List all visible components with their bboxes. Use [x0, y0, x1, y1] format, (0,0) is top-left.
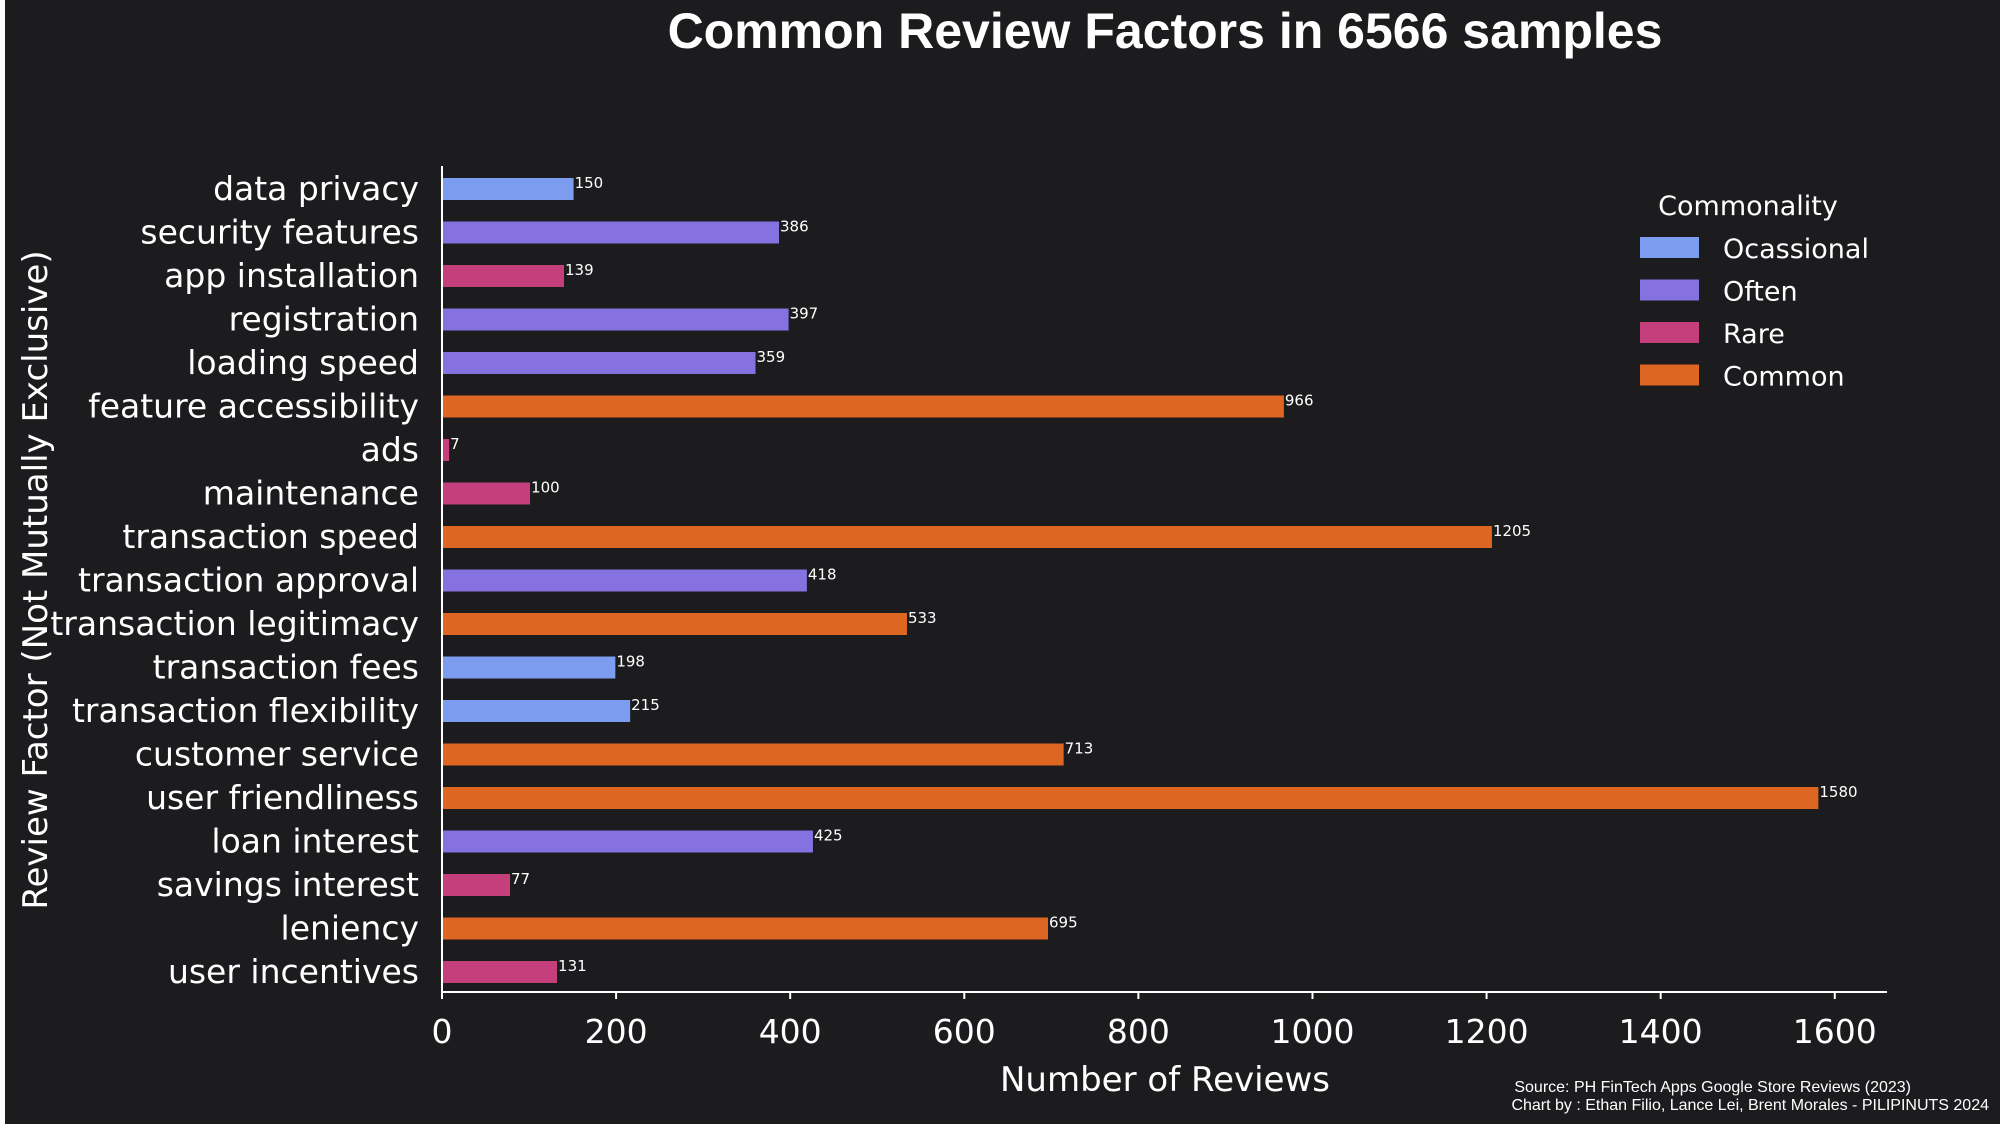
bar-transaction-approval: [443, 569, 807, 592]
value-label-customer-service: 713: [1065, 740, 1094, 758]
y-axis-title: Review Factor (Not Mutually Exclusive): [16, 250, 56, 909]
value-label-savings-interest: 77: [511, 870, 530, 888]
bar-user-friendliness: [443, 787, 1819, 809]
legend-swatch-common: [1640, 364, 1699, 386]
x-axis-title: Number of Reviews: [1000, 1060, 1330, 1100]
bar-savings-interest: [443, 874, 511, 896]
value-label-loan-interest: 425: [814, 827, 843, 845]
bar-transaction-speed: [443, 526, 1492, 548]
bar-chart: Common Review Factors in 6566 samples 15…: [16, 3, 1989, 1114]
category-label-savings-interest: savings interest: [157, 865, 419, 904]
x-tick-label-1400: 1400: [1619, 1012, 1703, 1051]
legend-title: Commonality: [1658, 191, 1838, 222]
category-label-registration: registration: [229, 300, 419, 339]
category-label-maintenance: maintenance: [203, 474, 419, 513]
x-axis-ticks: 0 200 400 600 800 1000 1200 1400 1600: [432, 992, 1877, 1051]
bar-security-features: [443, 221, 780, 244]
legend: Commonality Ocassional Often Rare Common: [1640, 191, 1869, 393]
source-text: Source: PH FinTech Apps Google Store Rev…: [1514, 1079, 1911, 1096]
bar-data-privacy: [443, 178, 574, 200]
value-label-ads: 7: [450, 435, 460, 453]
category-label-transaction-approval: transaction approval: [78, 561, 419, 600]
category-label-data-privacy: data privacy: [213, 169, 419, 208]
category-label-leniency: leniency: [281, 909, 419, 948]
bar-leniency: [443, 917, 1048, 940]
value-label-transaction-speed: 1205: [1493, 522, 1531, 540]
value-label-leniency: 695: [1049, 914, 1078, 932]
category-label-user-friendliness: user friendliness: [146, 778, 419, 817]
legend-swatch-often: [1640, 279, 1699, 301]
value-label-loading-speed: 359: [757, 348, 786, 366]
x-tick-label-1000: 1000: [1270, 1012, 1354, 1051]
bar-app-installation: [443, 265, 564, 287]
x-tick-label-200: 200: [585, 1012, 648, 1051]
value-label-registration: 397: [790, 305, 819, 323]
legend-swatch-rare: [1640, 322, 1699, 343]
bar-loading-speed: [443, 352, 756, 374]
bar-transaction-legitimacy: [443, 613, 907, 635]
x-tick-label-800: 800: [1107, 1012, 1170, 1051]
x-tick-label-600: 600: [933, 1012, 996, 1051]
value-label-maintenance: 100: [531, 479, 560, 497]
value-label-security-features: 386: [780, 218, 809, 236]
bar-transaction-fees: [443, 656, 616, 679]
category-label-transaction-speed: transaction speed: [122, 517, 419, 556]
category-label-security-features: security features: [140, 213, 419, 252]
value-label-transaction-flexibility: 215: [631, 696, 660, 714]
category-label-loading-speed: loading speed: [187, 343, 419, 382]
legend-label-ocassional: Ocassional: [1723, 234, 1869, 265]
x-tick-label-1200: 1200: [1445, 1012, 1529, 1051]
value-label-user-friendliness: 1580: [1819, 783, 1857, 801]
bar-registration: [443, 308, 789, 331]
legend-label-common: Common: [1723, 362, 1845, 393]
bar-user-incentives: [443, 961, 558, 983]
bar-customer-service: [443, 743, 1064, 766]
value-label-transaction-approval: 418: [808, 566, 837, 584]
category-labels: data privacy security features app install…: [50, 169, 419, 991]
value-label-transaction-fees: 198: [616, 653, 645, 671]
value-label-app-installation: 139: [565, 261, 594, 279]
bar-ads: [443, 439, 450, 461]
category-label-loan-interest: loan interest: [211, 822, 419, 861]
category-label-ads: ads: [361, 430, 419, 469]
category-label-transaction-legitimacy: transaction legitimacy: [50, 604, 419, 643]
x-tick-label-1600: 1600: [1793, 1012, 1877, 1051]
value-label-feature-accessibility: 966: [1285, 392, 1314, 410]
chart-title: Common Review Factors in 6566 samples: [668, 3, 1663, 59]
credit-text: Chart by : Ethan Filio, Lance Lei, Brent…: [1511, 1097, 1989, 1114]
bar-feature-accessibility: [443, 395, 1284, 418]
bar-maintenance: [443, 482, 531, 505]
legend-swatch-ocassional: [1640, 237, 1699, 258]
legend-label-rare: Rare: [1723, 319, 1785, 350]
value-label-user-incentives: 131: [558, 957, 587, 975]
chart-panel: Common Review Factors in 6566 samples 15…: [5, 0, 2000, 1124]
x-tick-label-0: 0: [432, 1012, 453, 1051]
category-label-app-installation: app installation: [164, 256, 419, 295]
value-label-data-privacy: 150: [575, 174, 604, 192]
bar-loan-interest: [443, 830, 813, 853]
legend-label-often: Often: [1723, 277, 1798, 308]
category-label-user-incentives: user incentives: [168, 952, 419, 991]
category-label-transaction-fees: transaction fees: [153, 648, 419, 687]
bar-transaction-flexibility: [443, 700, 631, 722]
category-label-transaction-flexibility: transaction flexibility: [72, 691, 419, 730]
category-label-customer-service: customer service: [135, 735, 419, 774]
value-label-transaction-legitimacy: 533: [908, 609, 937, 627]
category-label-feature-accessibility: feature accessibility: [88, 387, 419, 426]
bars-group: 150 386 139 397 359 966 7 100 1205 418 533 198 215 71…: [443, 174, 1858, 983]
legend-items: Ocassional Often Rare Common: [1640, 234, 1869, 393]
x-tick-label-400: 400: [759, 1012, 822, 1051]
